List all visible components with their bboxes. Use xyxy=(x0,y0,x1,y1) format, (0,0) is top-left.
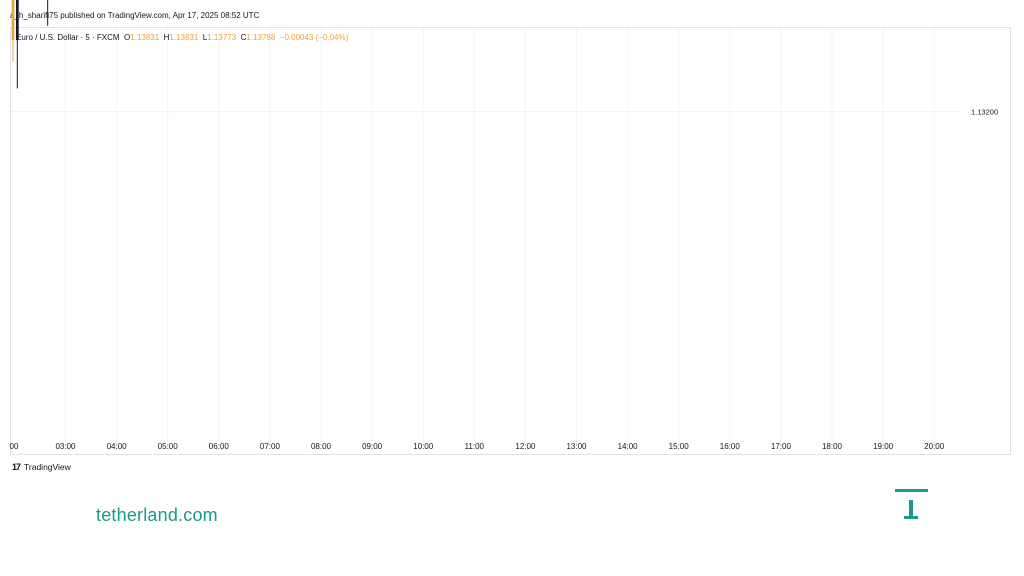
legend-symbol: Euro / U.S. Dollar · 5 · FXCM xyxy=(16,33,120,42)
x-tick-label: 08:00 xyxy=(311,442,332,451)
x-tick-label: 09:00 xyxy=(362,442,383,451)
ohlc-legend: Euro / U.S. Dollar · 5 · FXCM O1.13831 H… xyxy=(16,33,348,42)
tradingview-logo[interactable]: 17 TradingView xyxy=(12,462,71,472)
x-tick-label: 17:00 xyxy=(771,442,792,451)
legend-o-key: O xyxy=(124,33,131,42)
legend-h-key: H xyxy=(163,33,170,42)
brand-url: tetherland.com xyxy=(96,505,218,525)
x-tick-label: 19:00 xyxy=(873,442,894,451)
x-tick-label: 14:00 xyxy=(618,442,639,451)
legend-close: 1.13788 xyxy=(246,33,276,42)
legend-open: 1.13831 xyxy=(130,33,160,42)
x-tick-label: 12:00 xyxy=(515,442,536,451)
x-tick-label: 00 xyxy=(10,442,19,451)
candlestick-chart[interactable]: 1.142001.141001.140001.139001.138001.137… xyxy=(0,0,1024,460)
candle-body xyxy=(11,0,15,41)
publisher-line: a_h_sharifi75 published on TradingView.c… xyxy=(10,11,260,20)
candle-body xyxy=(15,0,19,41)
tradingview-label: TradingView xyxy=(24,462,71,472)
x-tick-label: 16:00 xyxy=(720,442,741,451)
y-tick-label: 1.13200 xyxy=(971,108,998,117)
legend-change: −0.00043 (−0.04%) xyxy=(279,33,349,42)
x-tick-label: 18:00 xyxy=(822,442,843,451)
chart-frame xyxy=(10,27,1011,455)
x-tick-label: 11:00 xyxy=(465,442,485,451)
x-tick-label: 04:00 xyxy=(107,442,128,451)
legend-c-key: C xyxy=(240,33,247,42)
tetherland-t-icon xyxy=(895,489,928,523)
legend-l-key: L xyxy=(202,33,208,42)
x-tick-label: 05:00 xyxy=(158,442,179,451)
x-tick-label: 06:00 xyxy=(209,442,230,451)
x-tick-label: 03:00 xyxy=(55,442,76,451)
legend-high: 1.13831 xyxy=(169,33,199,42)
x-tick-label: 20:00 xyxy=(924,442,945,451)
x-tick-label: 13:00 xyxy=(566,442,587,451)
x-tick-label: 07:00 xyxy=(260,442,281,451)
tradingview-icon: 17 xyxy=(12,462,21,472)
x-tick-label: 10:00 xyxy=(413,442,434,451)
x-tick-label: 15:00 xyxy=(669,442,690,451)
legend-low: 1.13773 xyxy=(207,33,237,42)
